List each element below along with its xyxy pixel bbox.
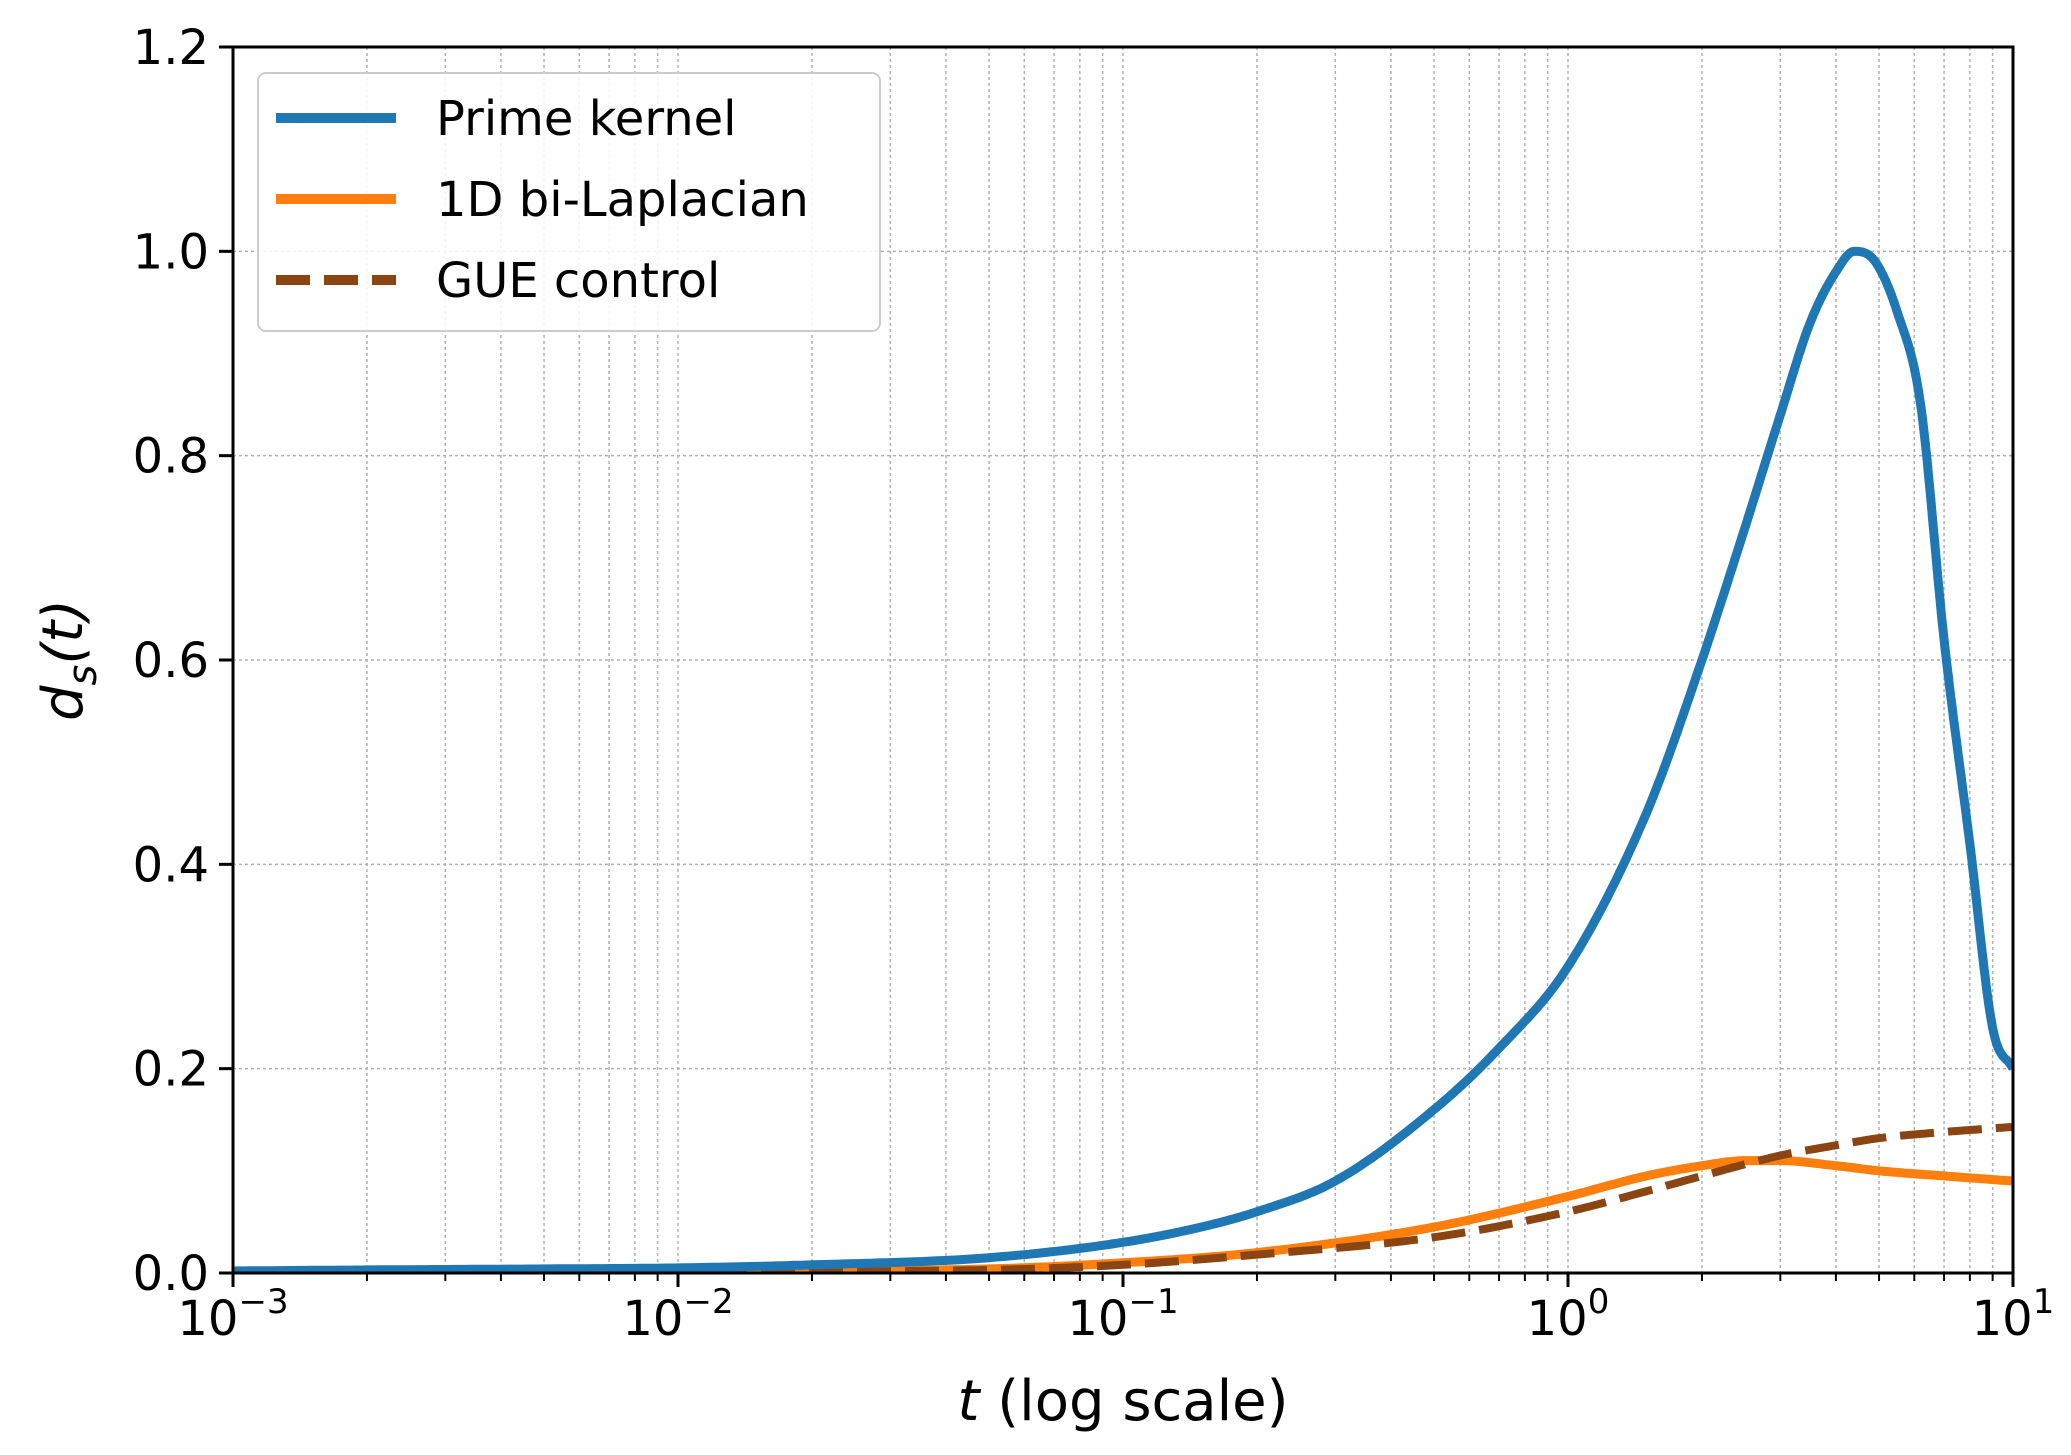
x-axis-label-var: t	[958, 1369, 982, 1434]
legend-box	[257, 72, 881, 332]
y-tick-label: 1.0	[133, 224, 209, 280]
gue-control-line	[233, 1122, 2013, 1273]
series-lines	[233, 246, 2013, 1273]
x-tick-label-base: 10	[177, 1291, 238, 1347]
x-tick-label-exponent: −3	[238, 1282, 288, 1322]
y-tick-label: 0.2	[133, 1042, 209, 1098]
x-tick-label-exponent: −2	[683, 1282, 733, 1322]
y-tick-label: 1.2	[133, 20, 209, 76]
y-axis-label-sub: s	[60, 665, 106, 686]
x-tick-label-base: 10	[622, 1291, 683, 1347]
x-axis-label-rest: (log scale)	[980, 1369, 1289, 1434]
y-tick-label: 0.8	[133, 429, 209, 485]
y-axis-label-main: d	[31, 685, 96, 721]
x-tick-label: 101	[1972, 1282, 2055, 1347]
x-tick-label-exponent: 1	[2033, 1282, 2055, 1322]
x-tick-label-base: 10	[1067, 1291, 1128, 1347]
legend: Prime kernel 1D bi-Laplacian GUE control	[257, 72, 881, 332]
x-tick-label: 10−1	[1067, 1282, 1178, 1347]
x-tick-label-exponent: 0	[1588, 1282, 1610, 1322]
legend-label-gue-control: GUE control	[436, 253, 720, 309]
y-tick-label: 0.0	[133, 1246, 209, 1302]
y-tick-label: 0.6	[133, 633, 209, 689]
x-tick-label-base: 10	[1972, 1291, 2033, 1347]
x-tick-label: 10−2	[622, 1282, 733, 1347]
x-tick-label-base: 10	[1527, 1291, 1588, 1347]
y-axis-label-arg: (t)	[31, 599, 96, 665]
x-axis-label: t (log scale)	[958, 1369, 1289, 1434]
y-tick-label: 0.4	[133, 837, 209, 893]
x-tick-label: 10−3	[177, 1282, 288, 1347]
y-axis-label: ds(t)	[31, 599, 106, 721]
legend-label-prime-kernel: Prime kernel	[436, 91, 737, 147]
prime-kernel-line	[233, 246, 2013, 1273]
x-tick-label-exponent: −1	[1128, 1282, 1178, 1322]
legend-label-bi-laplacian: 1D bi-Laplacian	[436, 172, 809, 228]
x-tick-label: 100	[1527, 1282, 1610, 1347]
